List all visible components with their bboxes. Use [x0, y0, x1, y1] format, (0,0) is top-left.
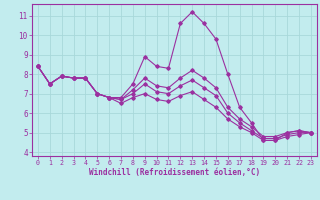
X-axis label: Windchill (Refroidissement éolien,°C): Windchill (Refroidissement éolien,°C): [89, 168, 260, 177]
